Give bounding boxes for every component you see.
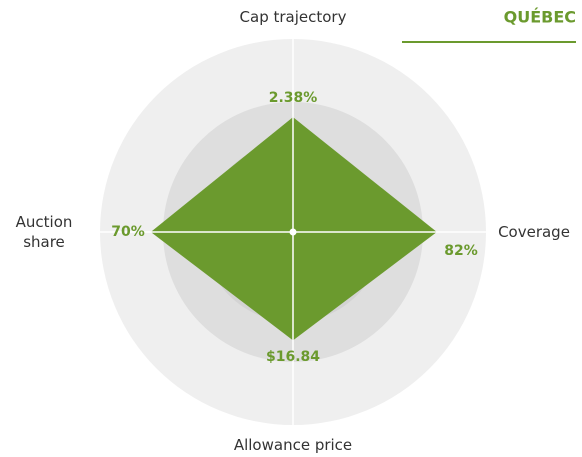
center-dot (289, 228, 297, 236)
axis-label: Coverage (498, 223, 570, 241)
value-label: 82% (444, 243, 478, 259)
value-label: $16.84 (266, 349, 320, 365)
axis-label: Auction share (15, 213, 73, 251)
value-label: 70% (111, 224, 145, 240)
chart-title: QUÉBEC (504, 8, 576, 27)
axis-label: Allowance price (233, 436, 353, 454)
value-label: 2.38% (269, 90, 318, 106)
axis-label: Cap trajectory (239, 8, 347, 26)
